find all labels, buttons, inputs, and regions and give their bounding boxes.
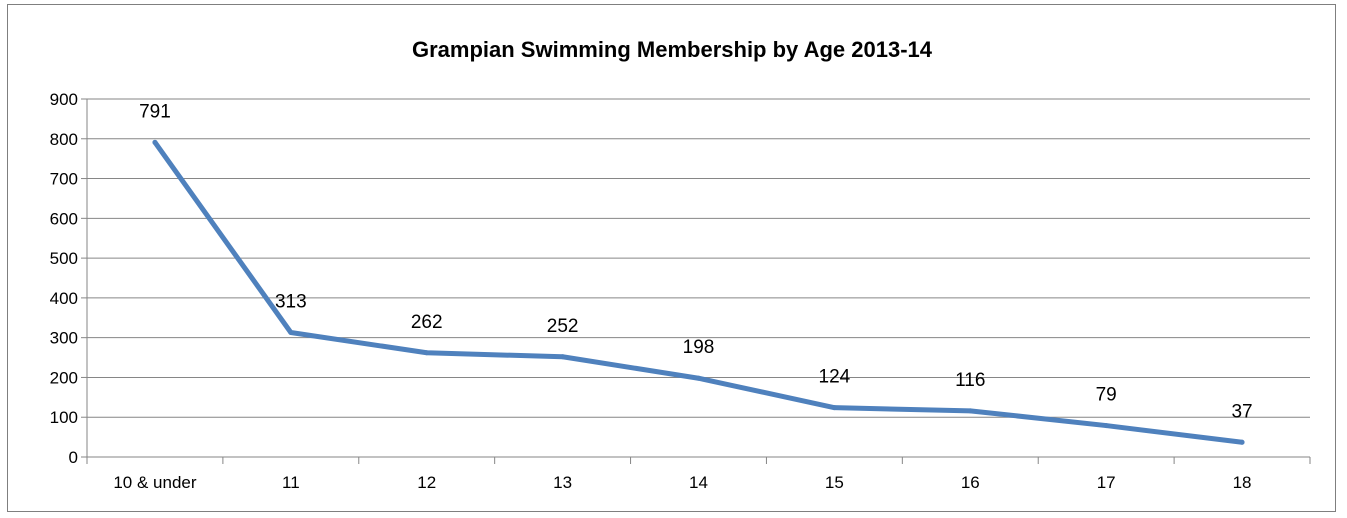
- data-label: 37: [1231, 401, 1252, 422]
- x-tick-label: 12: [417, 473, 436, 492]
- x-tick-label: 17: [1097, 473, 1116, 492]
- x-axis-tick-labels: 10 & under 11 12 13 14 15 16 17 18: [113, 473, 1251, 492]
- data-point: [967, 408, 973, 414]
- data-label: 262: [411, 312, 443, 333]
- data-labels: 791 313 262 252 198 124 116 79 37: [139, 101, 1253, 422]
- data-point: [560, 354, 566, 360]
- data-label: 313: [275, 291, 307, 312]
- y-tick-label: 700: [50, 170, 78, 189]
- y-tick-label: 100: [50, 408, 78, 427]
- gridlines: [87, 98, 1310, 418]
- y-axis-tick-labels: 0 100 200 300 400 500 600 700 800 900: [50, 90, 78, 467]
- y-tick-label: 800: [50, 130, 78, 149]
- data-point: [696, 375, 701, 381]
- y-tick-label: 0: [69, 448, 78, 467]
- y-tick-label: 600: [50, 209, 78, 228]
- y-tick-label: 200: [50, 368, 78, 387]
- y-tick-label: 500: [50, 249, 78, 268]
- data-label: 116: [955, 370, 985, 391]
- data-point: [288, 329, 294, 335]
- data-point: [1239, 439, 1245, 445]
- x-tick-label: 11: [282, 473, 300, 492]
- data-point: [831, 405, 837, 411]
- x-tick-label: 10 & under: [113, 473, 197, 492]
- data-label: 198: [683, 337, 715, 358]
- x-tick-label: 13: [553, 473, 572, 492]
- data-label: 252: [547, 316, 579, 337]
- x-tick-label: 15: [825, 473, 844, 492]
- y-tick-label: 900: [50, 90, 78, 109]
- data-point: [152, 139, 158, 145]
- data-label: 124: [819, 367, 851, 388]
- x-tick-label: 16: [961, 473, 980, 492]
- series-line-0: [152, 139, 1245, 445]
- data-label: 79: [1096, 385, 1117, 406]
- series-line-group: [152, 139, 1245, 445]
- data-label: 791: [139, 101, 171, 122]
- data-point: [1103, 423, 1109, 429]
- y-tick-label: 300: [50, 329, 78, 348]
- data-point: [424, 350, 430, 356]
- x-tick-label: 14: [689, 473, 708, 492]
- chart-title: Grampian Swimming Membership by Age 2013…: [412, 37, 933, 62]
- x-tick-label: 18: [1233, 473, 1252, 492]
- axes: [81, 98, 1311, 464]
- y-tick-label: 400: [50, 289, 78, 308]
